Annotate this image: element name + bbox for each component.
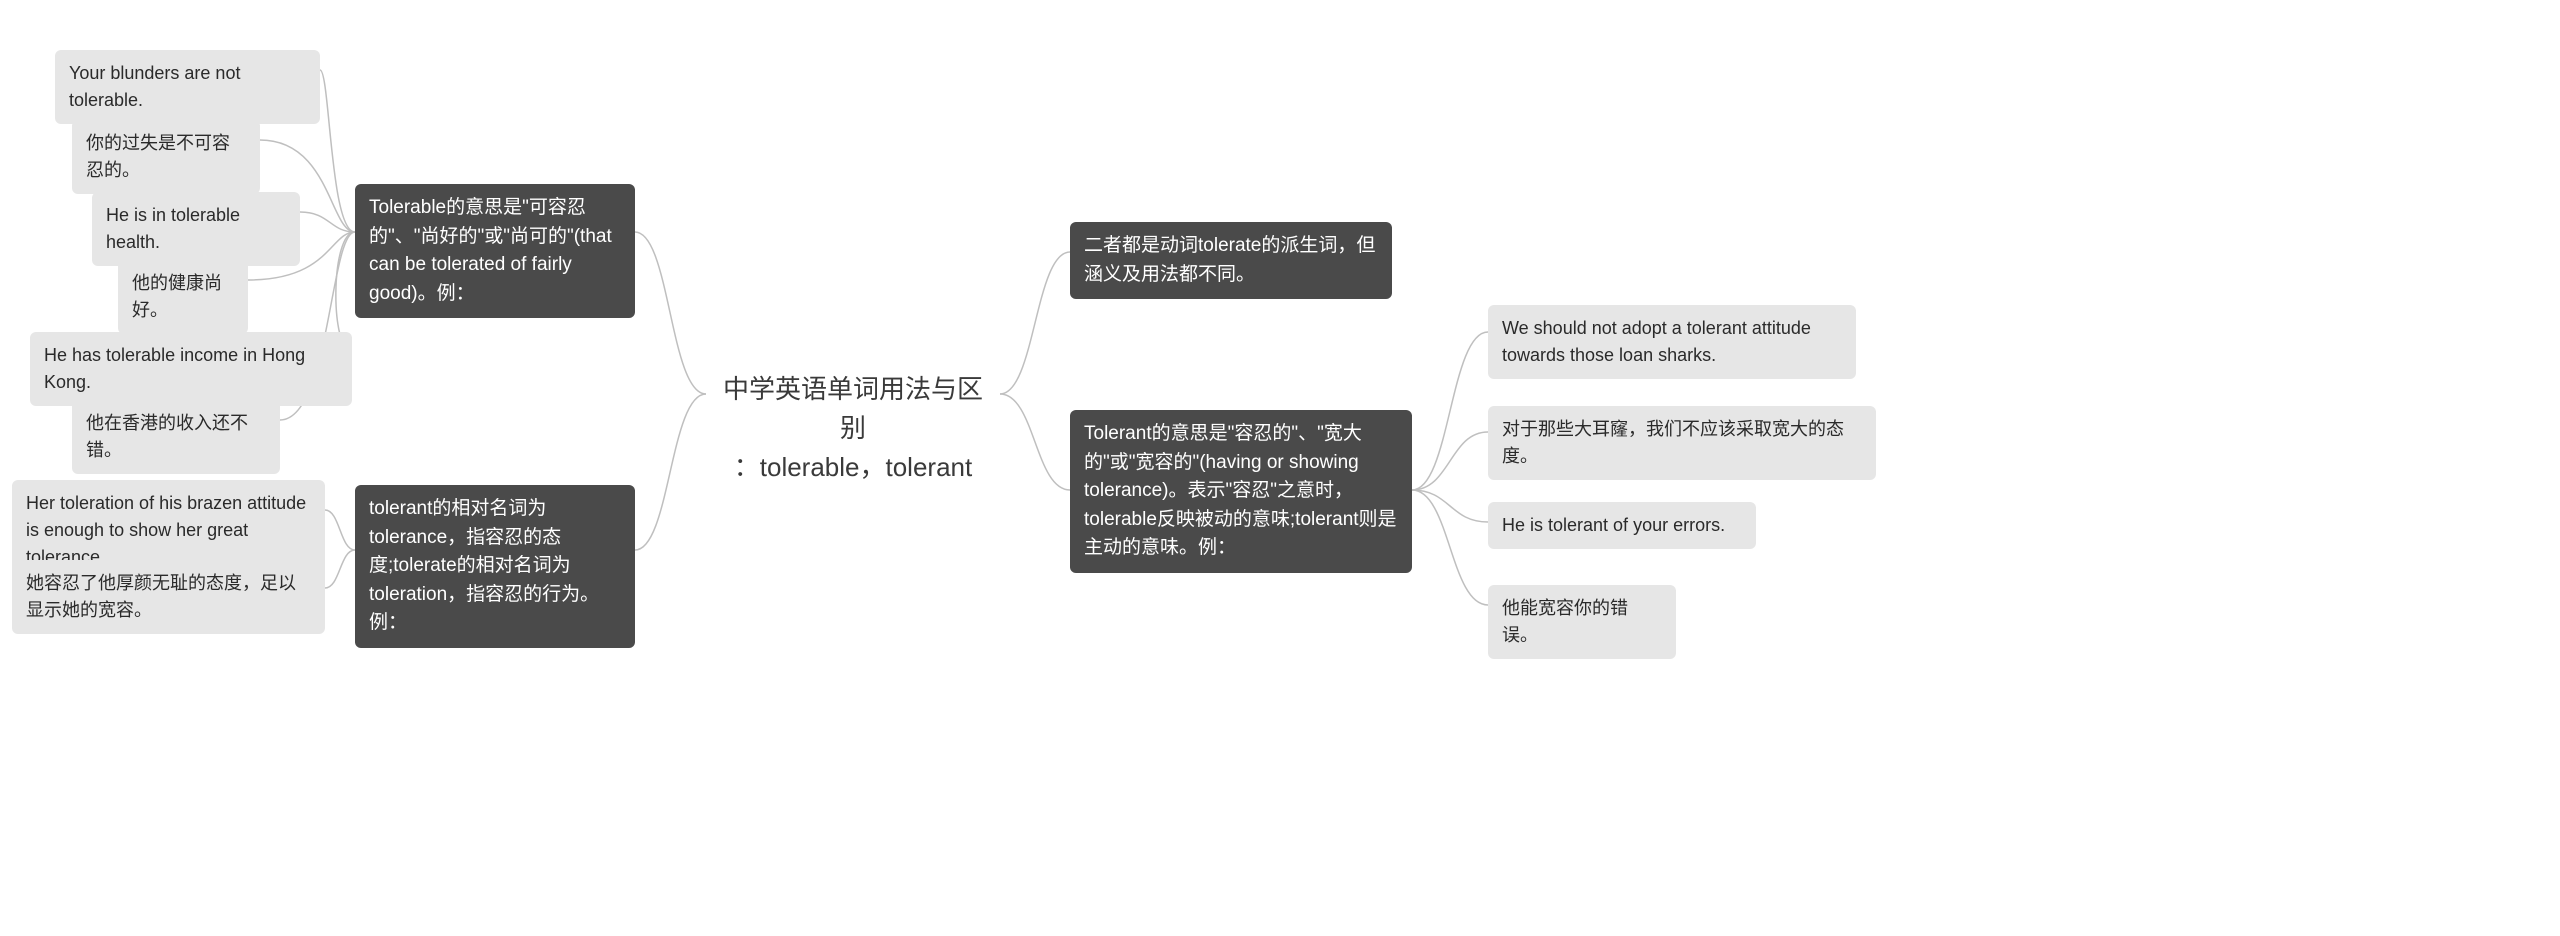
right-branch-1: 二者都是动词tolerate的派生词，但涵义及用法都不同。 xyxy=(1070,222,1392,299)
root-line2: ：tolerable，tolerant xyxy=(720,448,986,487)
right-branch-2-text: Tolerant的意思是"容忍的"、"宽大的"或"宽容的"(having or … xyxy=(1084,423,1397,558)
left-branch-2-text: tolerant的相对名词为tolerance，指容忍的态度;tolerate的… xyxy=(369,498,599,633)
root-line1: 中学英语单词用法与区别 xyxy=(720,370,986,448)
right-branch-2: Tolerant的意思是"容忍的"、"宽大的"或"宽容的"(having or … xyxy=(1070,410,1412,573)
right-leaf-3: 他能宽容你的错误。 xyxy=(1488,585,1676,659)
right-leaf-0: We should not adopt a tolerant attitude … xyxy=(1488,305,1856,379)
left-leaf-1-3: 他的健康尚好。 xyxy=(118,260,248,334)
left-branch-1: Tolerable的意思是"可容忍的"、"尚好的"或"尚可的"(that can… xyxy=(355,184,635,318)
left-leaf-1-5: 他在香港的收入还不错。 xyxy=(72,400,280,474)
root-node: 中学英语单词用法与区别 ：tolerable，tolerant xyxy=(706,360,1000,497)
right-leaf-1: 对于那些大耳窿，我们不应该采取宽大的态度。 xyxy=(1488,406,1876,480)
left-leaf-1-1: 你的过失是不可容忍的。 xyxy=(72,120,260,194)
left-branch-1-text: Tolerable的意思是"可容忍的"、"尚好的"或"尚可的"(that can… xyxy=(369,197,612,304)
left-branch-2: tolerant的相对名词为tolerance，指容忍的态度;tolerate的… xyxy=(355,485,635,648)
left-leaf-1-4: He has tolerable income in Hong Kong. xyxy=(30,332,352,406)
right-branch-1-text: 二者都是动词tolerate的派生词，但涵义及用法都不同。 xyxy=(1084,235,1375,285)
left-leaf-1-2: He is in tolerable health. xyxy=(92,192,300,266)
left-leaf-2-1: 她容忍了他厚颜无耻的态度，足以显示她的宽容。 xyxy=(12,560,325,634)
right-leaf-2: He is tolerant of your errors. xyxy=(1488,502,1756,549)
left-leaf-1-0: Your blunders are not tolerable. xyxy=(55,50,320,124)
